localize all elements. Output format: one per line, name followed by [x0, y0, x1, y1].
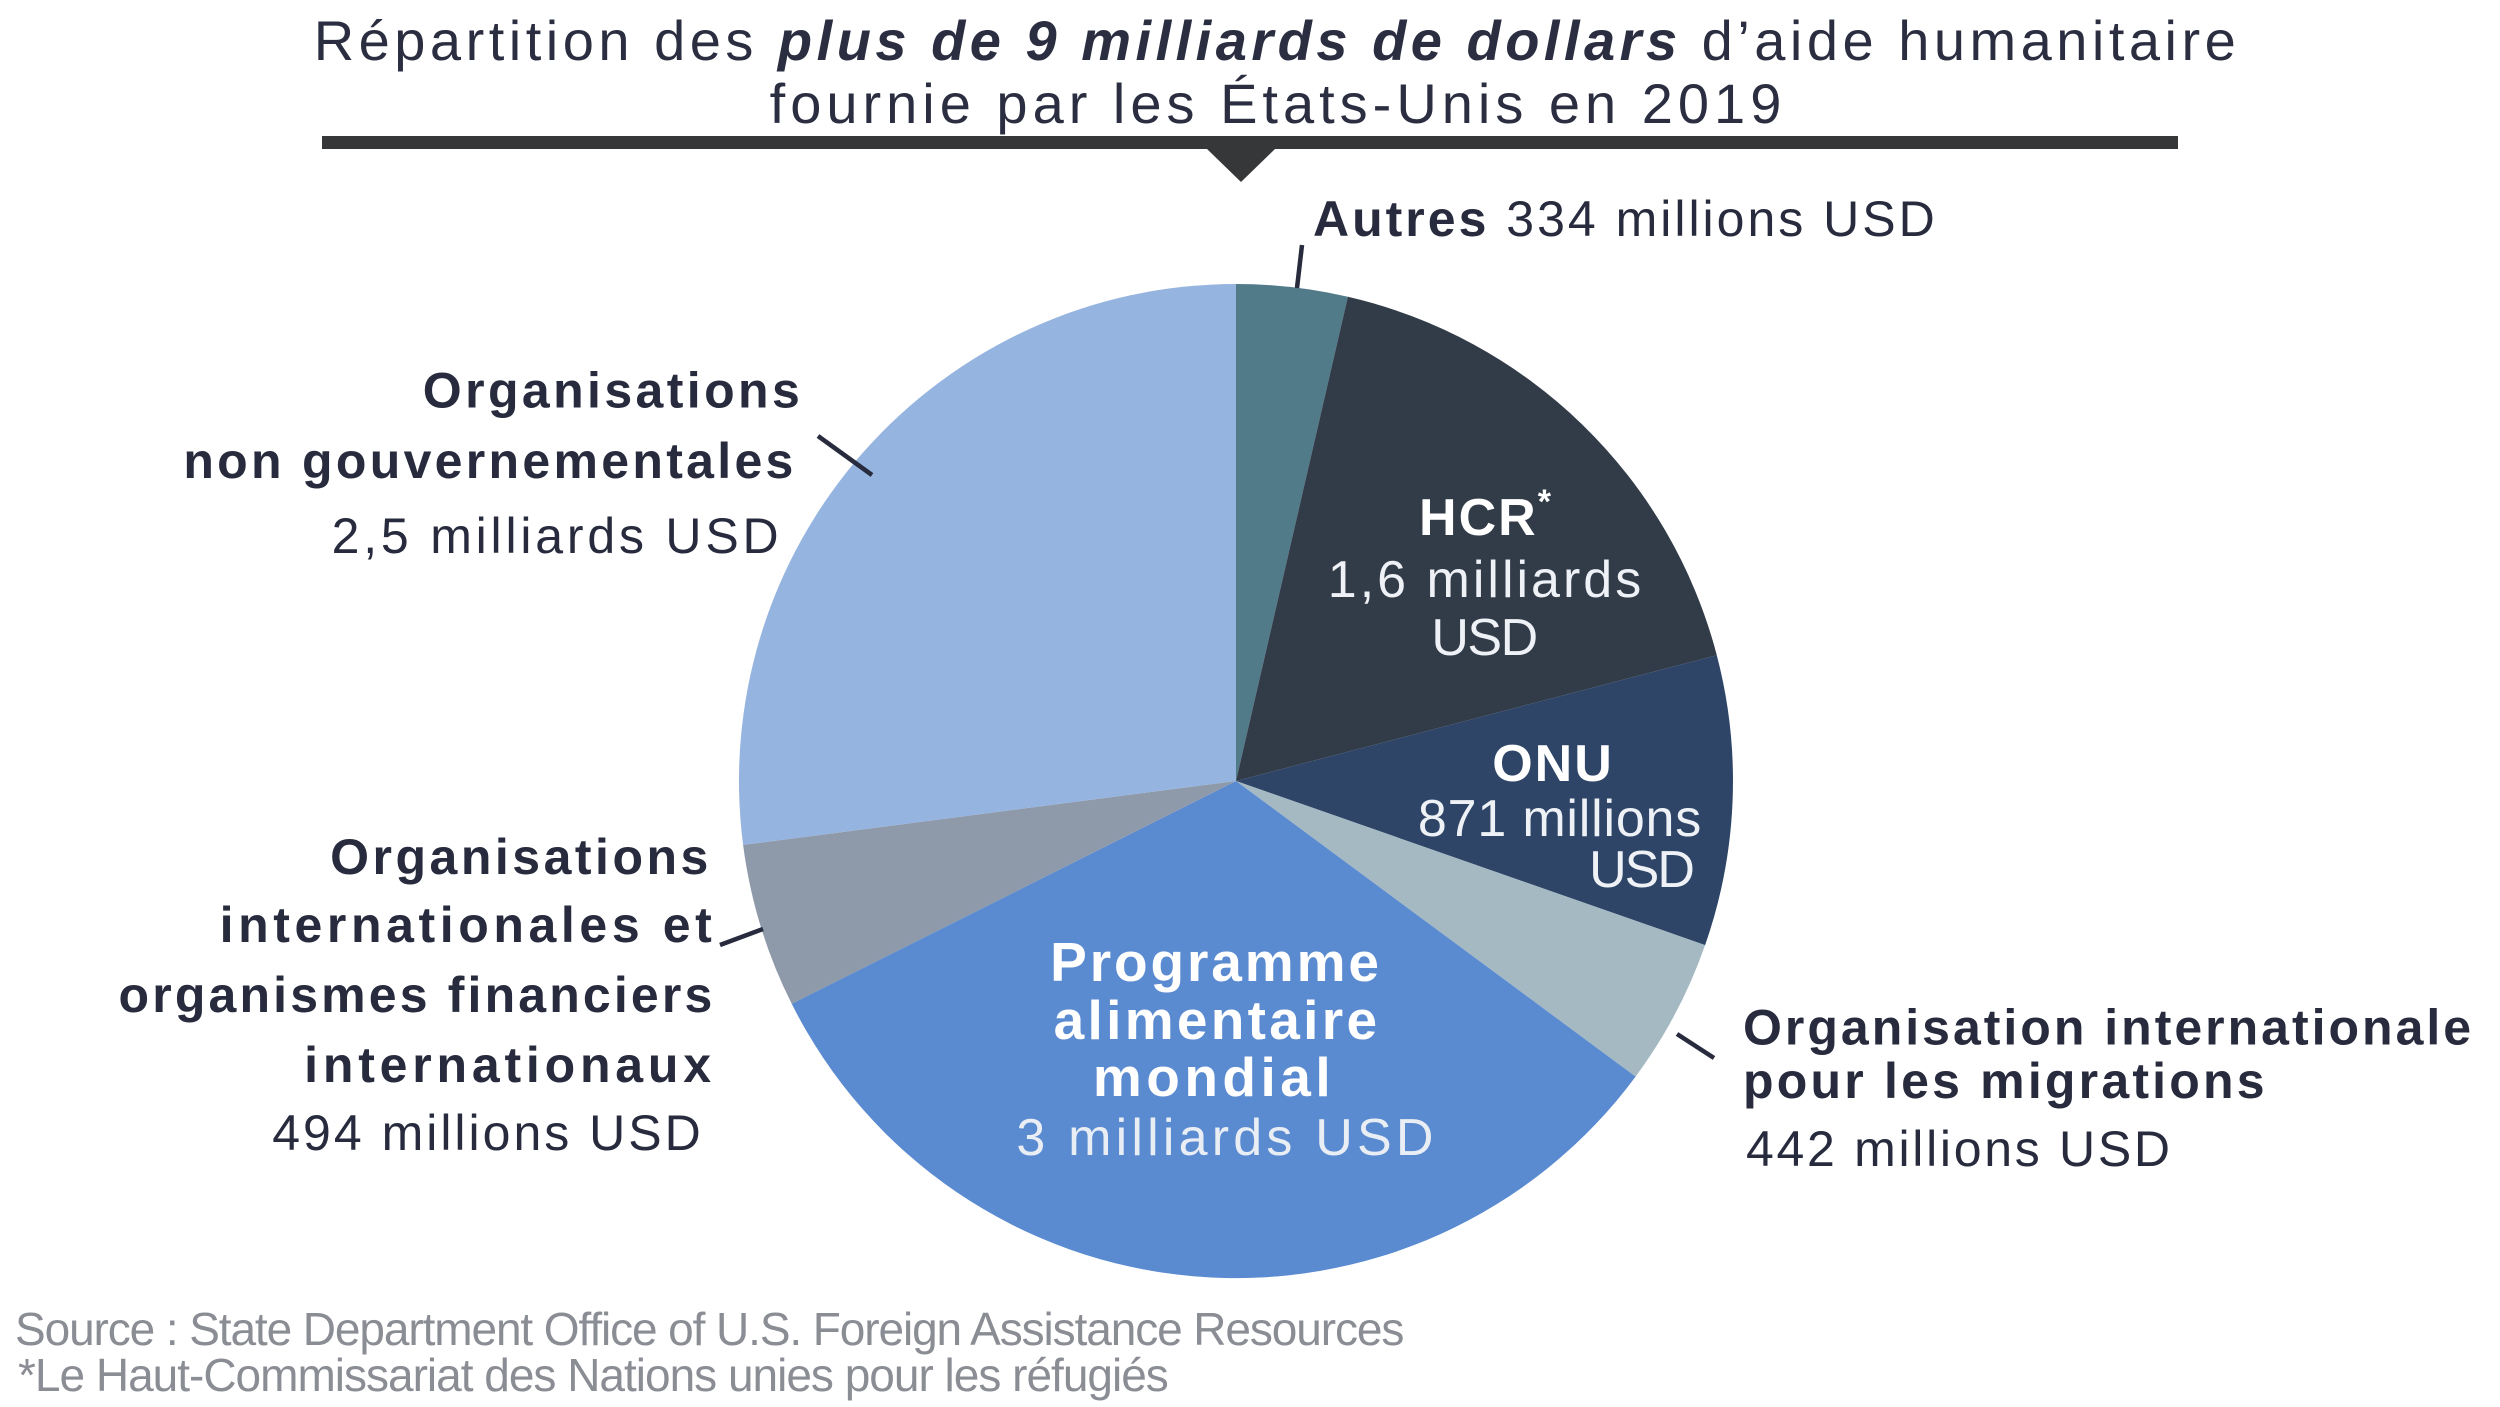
- svg-text:internationaux: internationaux: [304, 1037, 716, 1093]
- svg-text:USD: USD: [1589, 841, 1693, 899]
- svg-text:mondial: mondial: [1093, 1046, 1335, 1108]
- svg-text:fournie par les États-Unis en: fournie par les États-Unis en 2019: [770, 72, 1787, 135]
- svg-text:pour les migrations: pour les migrations: [1743, 1053, 2268, 1109]
- svg-text:Programme: Programme: [1050, 931, 1382, 993]
- svg-text:organismes financiers: organismes financiers: [119, 967, 716, 1023]
- svg-text:internationales et: internationales et: [220, 897, 717, 953]
- svg-text:USD: USD: [1431, 609, 1536, 667]
- svg-text:871 millions: 871 millions: [1418, 790, 1702, 848]
- svg-text:Autres 334 millions USD: Autres 334 millions USD: [1313, 191, 1938, 247]
- svg-text:2,5 milliards USD: 2,5 milliards USD: [332, 508, 783, 564]
- svg-text:Organisations: Organisations: [330, 829, 712, 885]
- svg-text:HCR*: HCR*: [1419, 483, 1553, 547]
- svg-text:alimentaire: alimentaire: [1054, 989, 1381, 1051]
- svg-text:Source : State Department Offi: Source : State Department Office of U.S.…: [15, 1303, 1403, 1355]
- svg-text:Organisation internationale: Organisation internationale: [1743, 1000, 2474, 1056]
- svg-text:1,6 milliards: 1,6 milliards: [1328, 551, 1644, 609]
- svg-text:442 millions USD: 442 millions USD: [1746, 1121, 2173, 1177]
- svg-text:3 milliards USD: 3 milliards USD: [1016, 1109, 1437, 1167]
- svg-text:494 millions USD: 494 millions USD: [272, 1105, 703, 1161]
- svg-text:Répartition des plus de 9 mill: Répartition des plus de 9 milliards de d…: [314, 9, 2241, 72]
- svg-text:ONU: ONU: [1492, 735, 1614, 793]
- svg-text:*Le Haut-Commissariat des Nati: *Le Haut-Commissariat des Nations unies …: [18, 1349, 1168, 1401]
- svg-text:non gouvernementales: non gouvernementales: [183, 433, 796, 489]
- svg-text:Organisations: Organisations: [423, 363, 803, 419]
